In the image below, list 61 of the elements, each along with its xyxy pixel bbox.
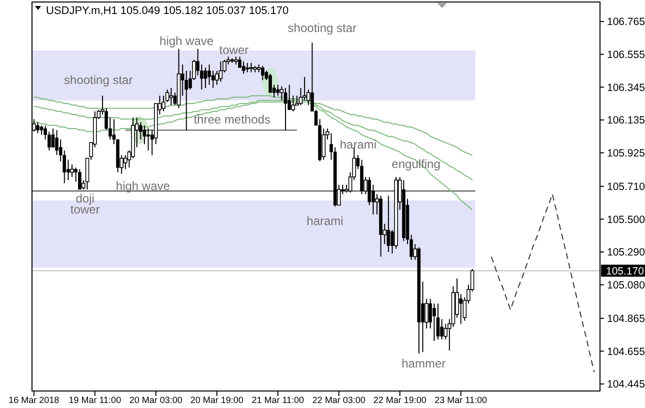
chart-title: USDJPY.m,H1 105.049 105.182 105.037 105.170 [46, 4, 289, 17]
x-tick-label: 21 Mar 11:00 [252, 395, 304, 406]
y-tick-label: 106.765 [607, 16, 645, 28]
candlestick [276, 84, 280, 96]
annotation: doji [76, 192, 94, 206]
candlestick [208, 64, 211, 86]
candlestick [169, 87, 174, 106]
y-tick-label: 104.865 [607, 313, 645, 326]
x-tick-label: 16 Mar 2018 [8, 395, 60, 406]
y-tick-label: 105.080 [607, 279, 645, 292]
candlestick [242, 60, 246, 74]
x-tick-label: 23 Mar 11:00 [434, 395, 488, 406]
candlestick [440, 318, 444, 340]
annotation: harami [306, 214, 344, 228]
candlestick [78, 168, 82, 190]
candlestick [432, 303, 436, 342]
candlestick [70, 164, 74, 178]
candlestick [302, 76, 306, 101]
candlestick [268, 73, 272, 94]
annotation: shooting star [64, 72, 133, 87]
x-tick-label: 20 Mar 19:00 [190, 395, 244, 406]
x-tick-label: 19 Mar 11:00 [68, 395, 122, 406]
annotation: shooting star [288, 21, 357, 36]
candlestick [246, 62, 250, 73]
candlestick [372, 184, 375, 215]
x-tick-label: 22 Mar 19:00 [373, 395, 426, 406]
candlestick [436, 303, 440, 340]
candlestick [123, 154, 128, 170]
candlestick [322, 128, 326, 160]
candlestick [85, 158, 90, 190]
candlestick [386, 195, 390, 252]
y-tick-label: 105.290 [607, 246, 645, 259]
candlestick [291, 95, 296, 112]
x-tick-label: 20 Mar 03:00 [129, 395, 182, 406]
candlestick [424, 298, 428, 330]
annotation: high wave [116, 179, 170, 194]
annotation: high wave [160, 34, 214, 48]
candlestick [204, 67, 208, 88]
line-series [490, 194, 595, 373]
y-tick-label: 105.925 [607, 147, 645, 160]
y-tick-label: 106.555 [607, 49, 645, 62]
y-tick-label: 106.345 [607, 82, 645, 94]
candlestick [260, 66, 264, 81]
y-tick-label: 105.710 [607, 181, 645, 194]
annotation: hammer [402, 356, 446, 371]
candlestick [66, 159, 70, 181]
candlestick [218, 60, 223, 82]
candlestick [36, 122, 40, 134]
y-tick-label: 104.445 [607, 378, 645, 391]
annotation: harami [340, 137, 377, 152]
y-tick-label: 104.655 [607, 346, 645, 358]
candlestick [459, 294, 463, 324]
x-tick-label: 22 Mar 03:00 [312, 395, 366, 406]
y-tick-label: 105.500 [607, 214, 645, 226]
ref-line-label: 105.170 [606, 265, 644, 278]
candlestick [249, 62, 254, 73]
candlestick [40, 124, 44, 136]
candlestick [284, 87, 288, 131]
annotation: tower [219, 42, 249, 57]
annotation: three methods [194, 112, 270, 126]
y-tick-label: 106.135 [607, 114, 645, 127]
